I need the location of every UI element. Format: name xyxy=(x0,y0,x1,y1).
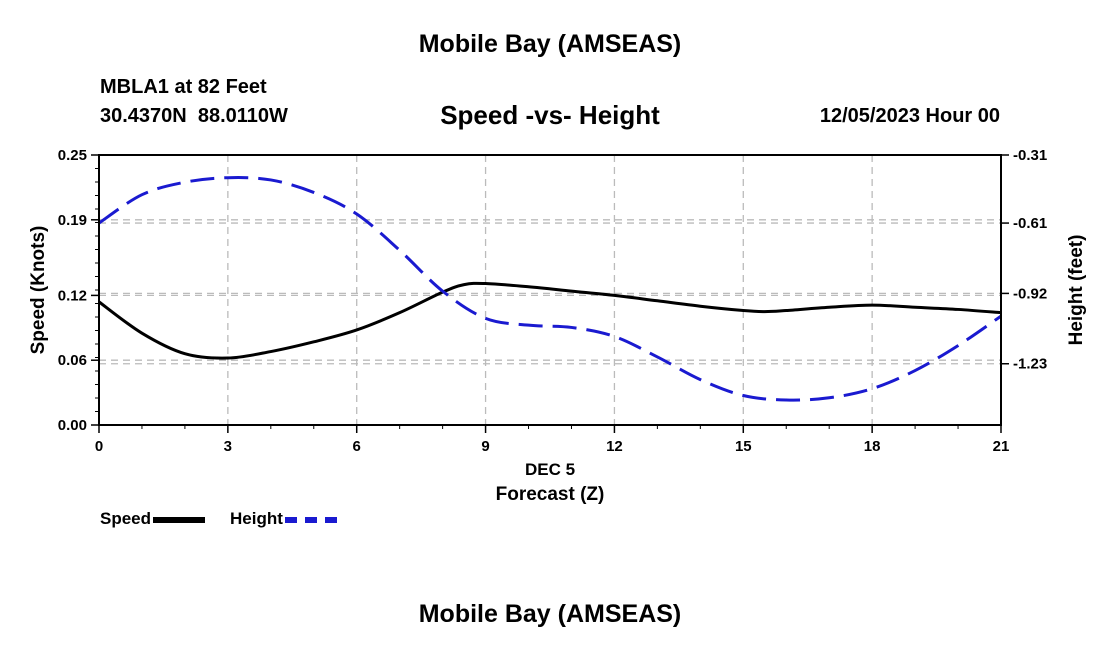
x-axis-label: Forecast (Z) xyxy=(496,484,605,505)
legend-height-swatch xyxy=(284,516,337,523)
y2-tick-label: -0.92 xyxy=(1013,285,1047,302)
x-tick-label: 9 xyxy=(481,438,489,455)
x-tick-label: 18 xyxy=(864,438,881,455)
x-tick-label: 12 xyxy=(606,438,623,455)
series-layer xyxy=(98,176,1002,402)
axis-layer: 0 3 6 9 12 15 18 21 0.00 0.06 0.12 0.19 0.25 -0.31 -0.… xyxy=(58,147,1047,455)
legend-height-label: Height xyxy=(230,509,283,528)
y-tick-label: 0.06 xyxy=(58,352,87,369)
x-tick-label: 0 xyxy=(95,438,103,455)
x-tick-label: 15 xyxy=(735,438,752,455)
station-label: MBLA1 at 82 Feet xyxy=(100,76,267,98)
y2-axis-label: Height (feet) xyxy=(1066,235,1087,346)
forecast-datestamp: 12/05/2023 Hour 00 xyxy=(819,105,1000,127)
x-tick-label: 3 xyxy=(224,438,232,455)
legend-speed-label: Speed xyxy=(100,509,152,528)
y-axis-label: Speed (Knots) xyxy=(28,226,49,355)
x-axis-date-label: DEC 5 xyxy=(525,460,575,479)
x-tick-label: 6 xyxy=(353,438,361,455)
x-tick-label: 21 xyxy=(993,438,1010,455)
y-tick-label: 0.19 xyxy=(58,212,87,229)
chart-title: Mobile Bay (AMSEAS) xyxy=(418,30,682,58)
legend-speed-swatch xyxy=(153,516,206,523)
speed-series-line xyxy=(98,281,1002,360)
station-coordinates: 30.4370N 88.0110W xyxy=(100,105,288,127)
y2-tick-label: -0.31 xyxy=(1013,147,1047,164)
y-tick-label: 0.00 xyxy=(58,417,87,434)
height-series-line xyxy=(98,176,1002,402)
y2-tick-label: -1.23 xyxy=(1013,356,1047,373)
y-tick-label: 0.12 xyxy=(58,287,87,304)
legend-height: Height xyxy=(230,509,337,529)
legend-speed: Speed xyxy=(100,509,206,529)
y2-tick-label: -0.61 xyxy=(1013,215,1047,232)
footer-title: Mobile Bay (AMSEAS) xyxy=(418,600,682,628)
y-tick-label: 0.25 xyxy=(58,147,87,164)
chart-subtitle: Speed -vs- Height xyxy=(440,100,660,130)
